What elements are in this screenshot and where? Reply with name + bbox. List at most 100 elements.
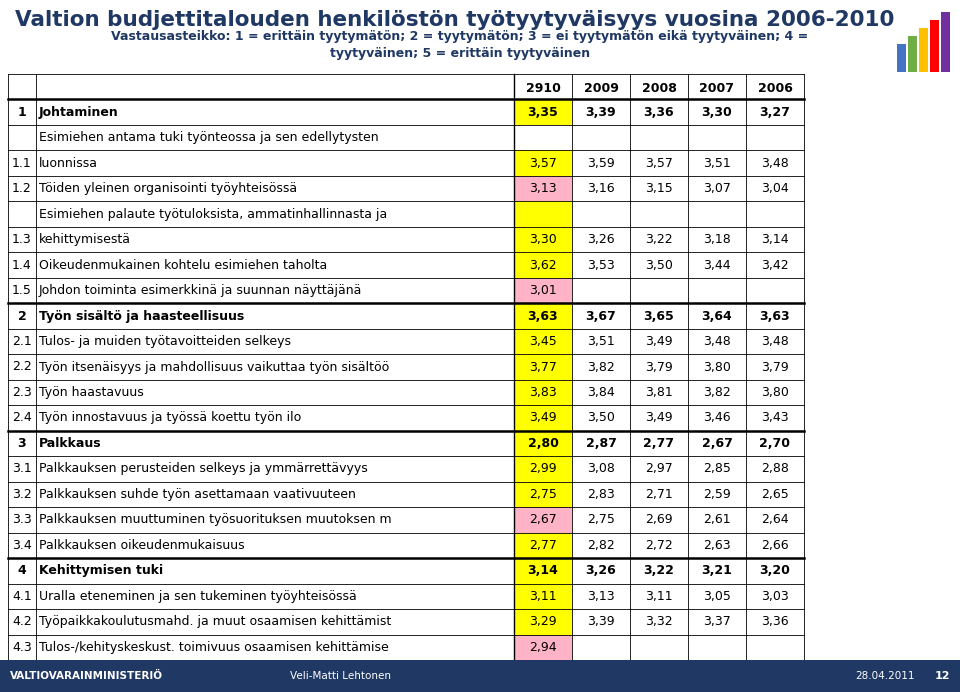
Bar [630, 380, 688, 406]
Text: 3,14: 3,14 [761, 233, 789, 246]
Text: 28.04.2011: 28.04.2011 [855, 671, 915, 681]
Text: Työn sisältö ja haasteellisuus: Työn sisältö ja haasteellisuus [39, 309, 244, 322]
Text: 3,48: 3,48 [761, 335, 789, 348]
Text: 2910: 2910 [525, 82, 561, 95]
Text: Palkkauksen suhde työn asettamaan vaativuuteen: Palkkauksen suhde työn asettamaan vaativ… [39, 488, 356, 501]
Bar [688, 176, 746, 201]
Text: 2006: 2006 [757, 82, 792, 95]
Bar [572, 380, 630, 406]
Bar [572, 406, 630, 430]
Text: 2.3: 2.3 [12, 386, 32, 399]
Text: 3,49: 3,49 [529, 412, 557, 424]
Bar [688, 533, 746, 558]
Text: 1: 1 [17, 106, 26, 119]
Text: Kehittymisen tuki: Kehittymisen tuki [39, 565, 163, 577]
Bar [514, 533, 572, 558]
Text: 3,79: 3,79 [645, 361, 673, 374]
Bar [688, 430, 746, 456]
Text: 2,83: 2,83 [588, 488, 614, 501]
Text: 3,13: 3,13 [529, 182, 557, 195]
Text: 3,39: 3,39 [586, 106, 616, 119]
Bar [688, 125, 746, 150]
Text: Palkkauksen perusteiden selkeys ja ymmärrettävyys: Palkkauksen perusteiden selkeys ja ymmär… [39, 462, 368, 475]
Bar [919, 28, 928, 72]
Text: 4: 4 [17, 565, 26, 577]
Text: 3,63: 3,63 [528, 309, 559, 322]
Bar [746, 78, 804, 100]
Text: Esimiehen antama tuki työnteossa ja sen edellytysten: Esimiehen antama tuki työnteossa ja sen … [39, 131, 378, 144]
Bar [514, 125, 572, 150]
Bar [688, 227, 746, 253]
Text: 3,82: 3,82 [703, 386, 731, 399]
Bar [630, 507, 688, 533]
Text: 3,11: 3,11 [645, 590, 673, 603]
Bar [688, 406, 746, 430]
Text: Palkkauksen oikeudenmukaisuus: Palkkauksen oikeudenmukaisuus [39, 539, 245, 552]
Text: 3,50: 3,50 [588, 412, 615, 424]
Text: 3,30: 3,30 [702, 106, 732, 119]
Text: 3,05: 3,05 [703, 590, 731, 603]
Text: 3,21: 3,21 [702, 565, 732, 577]
Bar [688, 456, 746, 482]
Bar [572, 303, 630, 329]
Bar [572, 201, 630, 227]
Bar [630, 150, 688, 176]
Bar [514, 227, 572, 253]
Text: 3,04: 3,04 [761, 182, 789, 195]
Text: 2,65: 2,65 [761, 488, 789, 501]
Text: 3,48: 3,48 [761, 156, 789, 170]
Text: 3,84: 3,84 [588, 386, 614, 399]
Text: Töiden yleinen organisointi työyhteisössä: Töiden yleinen organisointi työyhteisöss… [39, 182, 298, 195]
Bar [746, 227, 804, 253]
Text: Oikeudenmukainen kohtelu esimiehen taholta: Oikeudenmukainen kohtelu esimiehen tahol… [39, 259, 327, 271]
Text: 3,35: 3,35 [528, 106, 559, 119]
Bar [941, 12, 950, 72]
Text: 2,75: 2,75 [588, 513, 615, 527]
Bar [688, 78, 746, 100]
Text: 3,22: 3,22 [643, 565, 675, 577]
Bar [572, 150, 630, 176]
Text: 2,87: 2,87 [586, 437, 616, 450]
Bar [746, 277, 804, 303]
Bar [630, 430, 688, 456]
Bar [514, 482, 572, 507]
Bar [514, 100, 572, 125]
Text: 3,16: 3,16 [588, 182, 614, 195]
Bar [688, 583, 746, 609]
Text: 3,42: 3,42 [761, 259, 789, 271]
Bar [630, 482, 688, 507]
Text: 3,14: 3,14 [528, 565, 559, 577]
Text: 3,62: 3,62 [529, 259, 557, 271]
Bar [688, 100, 746, 125]
Text: Palkkaus: Palkkaus [39, 437, 102, 450]
Bar [746, 176, 804, 201]
Text: 4.3: 4.3 [12, 641, 32, 654]
Text: 3,13: 3,13 [588, 590, 614, 603]
Bar [630, 303, 688, 329]
Bar [572, 533, 630, 558]
Bar [746, 456, 804, 482]
Bar [572, 227, 630, 253]
Bar [8, 100, 514, 125]
Bar [746, 380, 804, 406]
Text: 3,27: 3,27 [759, 106, 790, 119]
Text: 2,67: 2,67 [702, 437, 732, 450]
Bar [688, 380, 746, 406]
Bar [514, 635, 572, 660]
Text: 3,37: 3,37 [703, 615, 731, 628]
Text: 2,99: 2,99 [529, 462, 557, 475]
Bar [572, 482, 630, 507]
Text: 3,03: 3,03 [761, 590, 789, 603]
Text: 3,64: 3,64 [702, 309, 732, 322]
Bar [8, 150, 514, 176]
Text: 3,18: 3,18 [703, 233, 731, 246]
Bar [930, 20, 939, 72]
Bar [746, 482, 804, 507]
Text: 3,01: 3,01 [529, 284, 557, 297]
Text: 3,22: 3,22 [645, 233, 673, 246]
Bar [8, 456, 514, 482]
Bar [572, 176, 630, 201]
Text: 3,36: 3,36 [761, 615, 789, 628]
Text: 3,80: 3,80 [703, 361, 731, 374]
Bar [688, 507, 746, 533]
